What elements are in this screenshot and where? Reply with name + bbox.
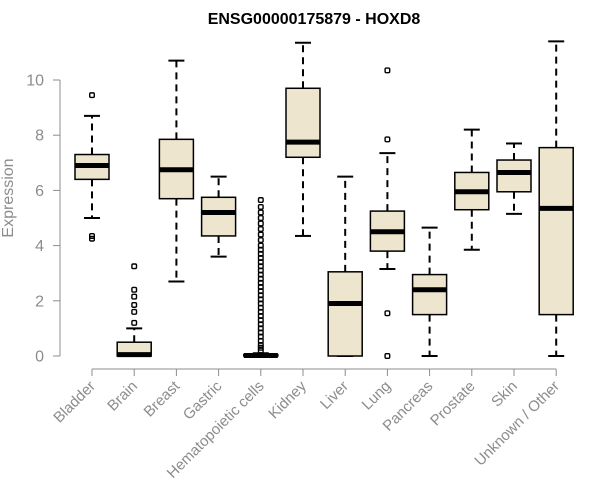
x-tick-label: Kidney xyxy=(265,377,310,422)
outlier-point xyxy=(131,319,138,326)
box-series xyxy=(74,40,574,360)
box-iqr xyxy=(327,271,363,357)
x-tick-label: Breast xyxy=(141,377,184,420)
box-group-pancreas xyxy=(411,226,448,357)
outlier-point xyxy=(257,220,264,227)
x-tick-label: Liver xyxy=(317,378,352,413)
outlier-point xyxy=(257,226,264,233)
outlier-point xyxy=(257,231,264,238)
y-tick-label: 10 xyxy=(26,73,44,90)
outlier-point xyxy=(257,341,264,348)
y-tick-label: 6 xyxy=(35,183,44,200)
chart-title: ENSG00000175879 - HOXD8 xyxy=(208,11,421,28)
y-axis: 0 2 4 6 8 10 xyxy=(26,73,61,366)
outlier-point xyxy=(131,301,138,308)
outlier-point xyxy=(384,353,391,360)
outlier-point xyxy=(88,92,95,99)
x-tick-label: Lung xyxy=(359,378,395,414)
y-tick-label: 4 xyxy=(35,238,44,255)
outlier-point xyxy=(257,344,264,351)
outlier-point xyxy=(257,203,264,210)
box-group-brain xyxy=(116,263,152,358)
box-group-lung xyxy=(369,67,406,360)
box-group-unknown-other xyxy=(538,40,574,357)
box-iqr xyxy=(411,273,448,316)
x-tick-label: Prostate xyxy=(427,378,479,430)
x-tick-label: Brain xyxy=(104,378,141,415)
outlier-point xyxy=(257,214,264,221)
box-iqr xyxy=(285,87,321,159)
box-iqr xyxy=(496,159,532,193)
box-group-bladder xyxy=(74,92,110,242)
y-tick-label: 8 xyxy=(35,128,44,145)
box-iqr xyxy=(200,196,237,237)
box-group-kidney xyxy=(285,41,321,237)
outlier-point xyxy=(131,263,138,270)
outlier-point xyxy=(131,308,138,315)
box-group-prostate xyxy=(454,128,490,251)
box-group-skin xyxy=(496,142,532,215)
outlier-point xyxy=(257,209,264,216)
box-iqr xyxy=(538,146,574,316)
x-tick-label: Bladder xyxy=(50,378,99,427)
y-tick-label: 2 xyxy=(35,293,44,310)
box-group-gastric xyxy=(200,175,237,258)
outlier-point xyxy=(131,293,138,300)
outlier-point xyxy=(88,232,95,239)
outlier-point xyxy=(384,310,391,317)
x-tick-label: Skin xyxy=(488,378,521,411)
outlier-point xyxy=(131,286,138,293)
outlier-point xyxy=(384,136,391,143)
outlier-point xyxy=(257,197,264,204)
box-group-hematopoietic-cells xyxy=(243,197,279,358)
y-tick-label: 0 xyxy=(35,349,44,366)
box-group-liver xyxy=(327,175,363,357)
outlier-point xyxy=(384,67,391,74)
outlier-point xyxy=(257,347,264,354)
outlier-point xyxy=(257,237,264,244)
outlier-point xyxy=(88,235,95,242)
y-axis-label: Expression xyxy=(0,158,17,237)
box-group-breast xyxy=(158,59,195,283)
